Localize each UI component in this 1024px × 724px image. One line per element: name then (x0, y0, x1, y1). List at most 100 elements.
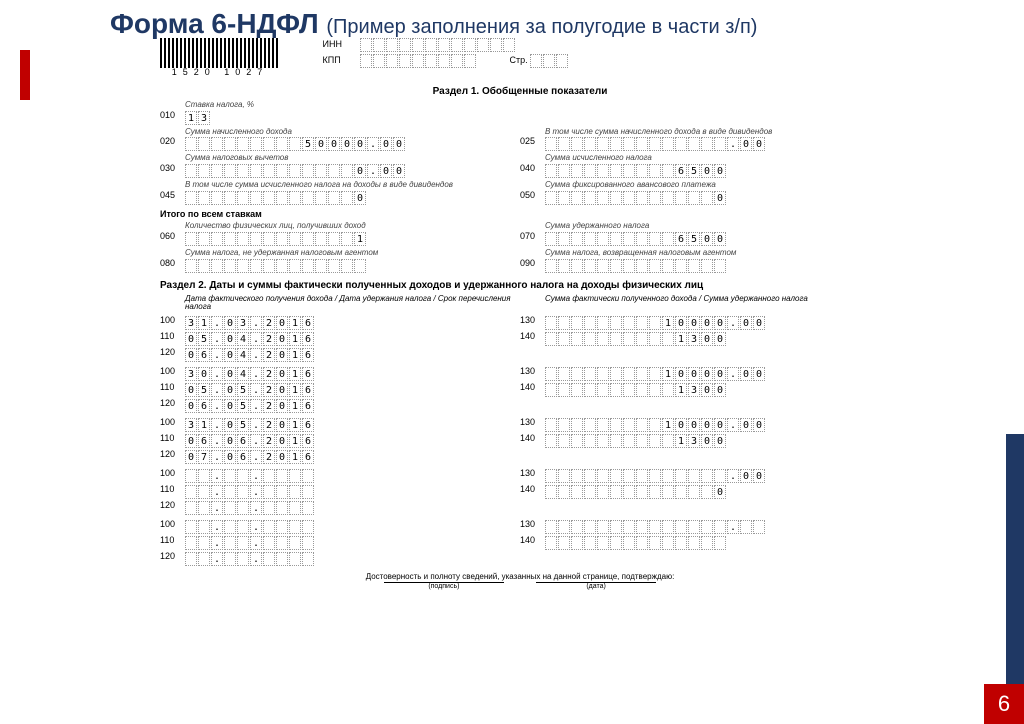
s2-right-header: Сумма фактически полученного дохода / Су… (545, 295, 880, 313)
section2-block: 10031.05.201613010000.0011006.06.2016140… (160, 417, 880, 465)
code-010: 010 (160, 111, 185, 121)
cells-c110: 05.04.2016 (185, 332, 315, 346)
cells-c120: .. (185, 501, 315, 515)
code-c120: 120 (160, 501, 185, 511)
f020: 50000.00 (185, 137, 406, 151)
f070: 6500 (545, 232, 727, 246)
code-050: 050 (520, 191, 545, 201)
code-040: 040 (520, 164, 545, 174)
code-c130: 130 (520, 520, 545, 530)
cells-c100: 30.04.2016 (185, 367, 315, 381)
cells-c130: . (545, 520, 766, 534)
sig-line: (подпись) (384, 582, 504, 591)
barcode-lines (160, 38, 280, 68)
code-c140: 140 (520, 485, 545, 495)
code-c130: 130 (520, 418, 545, 428)
kpp-cells (360, 54, 477, 68)
section2-title: Раздел 2. Даты и суммы фактически получе… (160, 280, 880, 291)
lbl070: Сумма удержанного налога (545, 222, 866, 231)
lbl030: Сумма налоговых вычетов (185, 154, 506, 163)
rate-label: Ставка налога, % (185, 101, 880, 110)
cells-c140: 1300 (545, 332, 727, 346)
title-main: Форма 6-НДФЛ (110, 8, 319, 39)
code-c100: 100 (160, 367, 185, 377)
code-c120: 120 (160, 399, 185, 409)
code-c140: 140 (520, 536, 545, 546)
code-045: 045 (160, 191, 185, 201)
cells-c120: 07.06.2016 (185, 450, 315, 464)
code-c140: 140 (520, 383, 545, 393)
section2-block: 100..130.110..140120.. (160, 519, 880, 567)
page-number: 6 (984, 684, 1024, 724)
cells-c100: .. (185, 520, 315, 534)
footer-signature: Достоверность и полноту сведений, указан… (160, 573, 880, 591)
f060: 1 (185, 232, 367, 246)
cells-c100: .. (185, 469, 315, 483)
f025: .00 (545, 137, 766, 151)
section2-block: 10031.03.201613010000.0011005.04.2016140… (160, 315, 880, 363)
confirm-text: Достоверность и полноту сведений, указан… (366, 572, 675, 581)
cells-c130: 10000.00 (545, 367, 766, 381)
code-c130: 130 (520, 469, 545, 479)
date-line: (дата) (536, 582, 656, 591)
code-c110: 110 (160, 332, 185, 342)
title-sub: (Пример заполнения за полугодие в части … (326, 16, 757, 38)
cells-c120: 06.04.2016 (185, 348, 315, 362)
f045: 0 (185, 191, 367, 205)
section2-block: 10030.04.201613010000.0011005.05.2016140… (160, 366, 880, 414)
cells-c120: 06.05.2016 (185, 399, 315, 413)
code-c110: 110 (160, 536, 185, 546)
inn-label: ИНН (323, 40, 358, 50)
section1-title: Раздел 1. Обобщенные показатели (160, 86, 880, 97)
code-c130: 130 (520, 316, 545, 326)
cells-c140: 1300 (545, 434, 727, 448)
code-c100: 100 (160, 469, 185, 479)
lbl020: Сумма начисленного дохода (185, 128, 506, 137)
lbl025: В том числе сумма начисленного дохода в … (545, 128, 866, 137)
cells-c140: 0 (545, 485, 727, 499)
code-c140: 140 (520, 332, 545, 342)
total-label: Итого по всем ставкам (160, 210, 880, 220)
tax-form: 1520 1027 ИНН КПП Стр. Раздел 1. Обобщен… (160, 38, 880, 718)
code-c110: 110 (160, 485, 185, 495)
code-c100: 100 (160, 520, 185, 530)
code-c100: 100 (160, 418, 185, 428)
cells-c100: 31.03.2016 (185, 316, 315, 330)
code-c120: 120 (160, 552, 185, 562)
code-090: 090 (520, 259, 545, 269)
cells-c130: 10000.00 (545, 418, 766, 432)
cells-c110: 05.05.2016 (185, 383, 315, 397)
f010: 13 (185, 111, 211, 125)
accent-red-bar (20, 50, 30, 100)
lbl090: Сумма налога, возвращенная налоговым аге… (545, 249, 866, 258)
f080 (185, 259, 367, 273)
form-header: 1520 1027 ИНН КПП Стр. (160, 38, 880, 78)
s2-left-header: Дата фактического получения дохода / Дат… (185, 295, 520, 313)
cells-c130: .00 (545, 469, 766, 483)
cells-c100: 31.05.2016 (185, 418, 315, 432)
section2-block: 100..130.00110..1400120.. (160, 468, 880, 516)
accent-blue-box (1006, 434, 1024, 684)
code-c110: 110 (160, 383, 185, 393)
lbl060: Количество физических лиц, получивших до… (185, 222, 506, 231)
lbl050: Сумма фиксированного авансового платежа (545, 181, 866, 190)
lbl080: Сумма налога, не удержанная налоговым аг… (185, 249, 506, 258)
code-070: 070 (520, 232, 545, 242)
code-020: 020 (160, 137, 185, 147)
header-fields: ИНН КПП Стр. (323, 38, 570, 68)
page-label: Стр. (510, 55, 528, 65)
f030: 0.00 (185, 164, 406, 178)
lbl040: Сумма исчисленного налога (545, 154, 866, 163)
section2-blocks: 10031.03.201613010000.0011005.04.2016140… (160, 315, 880, 567)
f090 (545, 259, 727, 273)
f040: 6500 (545, 164, 727, 178)
kpp-label: КПП (323, 56, 358, 66)
cells-c140: 1300 (545, 383, 727, 397)
code-c120: 120 (160, 348, 185, 358)
f050: 0 (545, 191, 727, 205)
lbl045: В том числе сумма исчисленного налога на… (185, 181, 506, 190)
code-080: 080 (160, 259, 185, 269)
cells-c120: .. (185, 552, 315, 566)
code-060: 060 (160, 232, 185, 242)
cells-c110: 06.06.2016 (185, 434, 315, 448)
